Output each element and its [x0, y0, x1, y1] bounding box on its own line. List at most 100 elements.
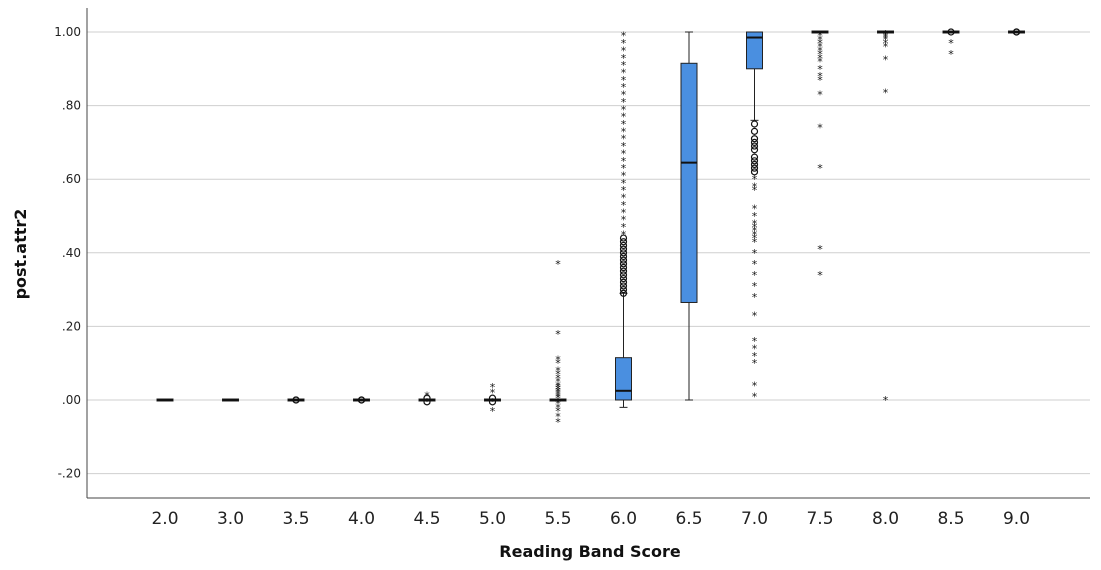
outlier-points: ****************************************… [292, 28, 1021, 429]
box-2.0 [156, 398, 174, 402]
outlier-circle [423, 394, 431, 402]
box-iqr [615, 357, 632, 401]
outlier-circle [619, 263, 628, 272]
outlier-circle [750, 135, 759, 143]
outlier-circle [750, 164, 759, 172]
extreme-star: * [621, 221, 627, 234]
boxes [156, 30, 1025, 408]
x-tick-labels: 2.0 3.0 3.5 4.0 4.5 5.0 5.5 6.0 6.5 7.0 7.5 8.0 8.5 9… [151, 509, 1030, 529]
extreme-star: * [883, 30, 889, 43]
box-6.5 [680, 31, 698, 401]
box-3.0 [222, 398, 239, 402]
extreme-star: * [555, 405, 561, 418]
extreme-star: * [555, 379, 561, 392]
outlier-circle [1012, 28, 1021, 36]
extreme-star: * [621, 133, 627, 146]
extreme-star: * [621, 118, 627, 131]
x-tick-label: 4.5 [413, 509, 440, 529]
outlier-circle [619, 234, 628, 242]
box-5.5 [549, 398, 567, 402]
extreme-star: * [752, 247, 758, 260]
outlier-circle [750, 146, 759, 154]
outlier-circle [619, 252, 628, 261]
extreme-star: * [752, 203, 758, 216]
extreme-star: * [555, 388, 561, 401]
outlier-circle [750, 157, 759, 165]
extreme-star: * [621, 59, 627, 72]
x-tick-label: 3.5 [282, 509, 309, 529]
extreme-star: * [752, 291, 758, 304]
extreme-star: * [752, 357, 758, 370]
extreme-star: * [752, 232, 758, 245]
outlier-circle [619, 256, 628, 264]
extreme-star: * [424, 390, 430, 403]
extreme-star: * [555, 376, 561, 389]
x-tick-label: 3.0 [217, 509, 244, 529]
outlier-circle [619, 249, 628, 257]
extreme-star: * [817, 243, 823, 256]
extreme-star: * [621, 37, 627, 50]
axes [86, 8, 1090, 499]
extreme-star: * [555, 354, 561, 367]
extreme-star: * [555, 357, 561, 370]
outlier-circle [750, 120, 759, 128]
x-tick-label: 7.0 [741, 509, 768, 529]
extreme-star: * [752, 228, 758, 241]
extreme-star: * [817, 89, 823, 102]
extreme-star: * [555, 385, 561, 398]
extreme-star: * [555, 368, 561, 381]
extreme-star: * [621, 66, 627, 79]
extreme-star: * [752, 342, 758, 355]
x-tick-label: 8.5 [937, 509, 964, 529]
extreme-star: * [555, 372, 561, 385]
outlier-circle [619, 245, 628, 253]
extreme-star: * [621, 89, 627, 102]
x-axis-title: Reading Band Score [499, 542, 681, 561]
extreme-star: * [817, 269, 823, 282]
extreme-star: * [752, 379, 758, 392]
extreme-star: * [555, 416, 561, 429]
outlier-circle [619, 260, 628, 268]
extreme-star: * [490, 405, 496, 418]
x-tick-label: 5.5 [544, 509, 571, 529]
extreme-star: * [621, 30, 627, 43]
outlier-circle [619, 274, 628, 283]
y-axis-title: post.attr2 [11, 209, 30, 300]
extreme-star: * [817, 48, 823, 61]
extreme-star: * [490, 387, 496, 400]
outlier-circle [488, 394, 497, 402]
extreme-star: * [555, 396, 561, 409]
extreme-star: * [555, 392, 561, 405]
x-tick-label: 4.0 [348, 509, 375, 529]
extreme-star: * [621, 192, 627, 205]
extreme-star: * [555, 387, 561, 400]
x-tick-label: 9.0 [1003, 509, 1030, 529]
outlier-circle [619, 241, 628, 250]
box-iqr [746, 31, 763, 70]
extreme-star: * [752, 210, 758, 223]
extreme-star: * [621, 96, 627, 109]
outlier-circle [619, 282, 628, 290]
extreme-star: * [752, 269, 758, 282]
extreme-star: * [817, 52, 823, 65]
extreme-star: * [752, 280, 758, 293]
x-tick-label: 8.0 [872, 509, 899, 529]
extreme-star: * [883, 87, 889, 100]
y-tick-label: .00 [62, 393, 81, 407]
extreme-star: * [555, 390, 561, 403]
extreme-star: * [621, 44, 627, 57]
extreme-star: * [752, 221, 758, 234]
y-tick-label: -.20 [58, 467, 81, 481]
extreme-star: * [490, 381, 496, 394]
extreme-star: * [883, 394, 889, 407]
x-tick-label: 6.0 [610, 509, 637, 529]
box-7.5 [811, 30, 829, 34]
extreme-star: * [883, 54, 889, 67]
box-iqr [680, 62, 698, 303]
extreme-star: * [817, 30, 823, 43]
extreme-star: * [621, 140, 627, 153]
extreme-star: * [621, 52, 627, 65]
extreme-star: * [621, 214, 627, 227]
extreme-star: * [621, 103, 627, 116]
